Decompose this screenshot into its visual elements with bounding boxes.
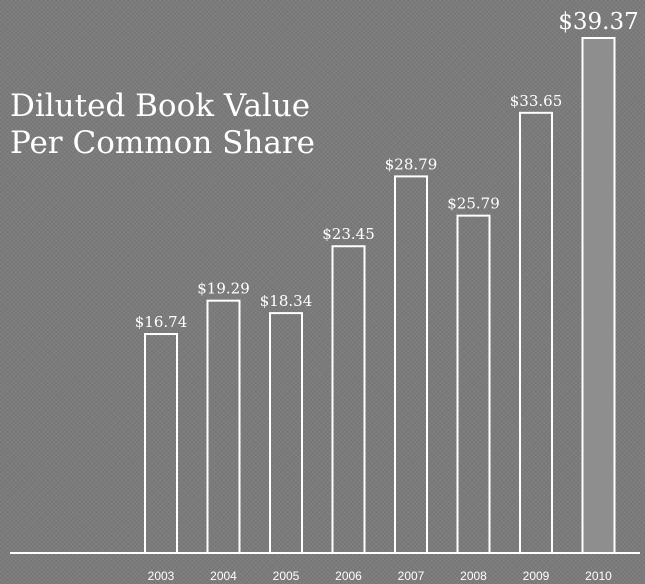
- x-tick-label: 2009: [523, 569, 550, 583]
- bar: [144, 333, 178, 554]
- value-label: $19.29: [197, 280, 250, 298]
- value-label: $18.34: [260, 292, 313, 310]
- value-label: $25.79: [447, 195, 500, 213]
- x-tick-label: 2004: [210, 569, 237, 583]
- bar: [581, 37, 616, 554]
- bar: [394, 175, 428, 555]
- x-tick-label: 2008: [460, 569, 487, 583]
- bar: [519, 111, 553, 555]
- x-tick-label: 2007: [398, 569, 425, 583]
- value-label: $33.65: [510, 92, 563, 110]
- value-label: $23.45: [322, 225, 375, 243]
- value-label: $39.37: [558, 9, 638, 35]
- x-tick-label: 2010: [585, 569, 612, 583]
- value-label: $16.74: [135, 313, 188, 331]
- bar: [456, 214, 491, 554]
- bar: [331, 245, 366, 554]
- x-tick-label: 2003: [148, 569, 175, 583]
- chart-title: Diluted Book Value Per Common Share: [10, 88, 315, 161]
- x-tick-label: 2006: [335, 569, 362, 583]
- value-label: $28.79: [385, 155, 438, 173]
- x-tick-label: 2005: [273, 569, 300, 583]
- bar: [206, 299, 241, 554]
- bar: [269, 312, 303, 555]
